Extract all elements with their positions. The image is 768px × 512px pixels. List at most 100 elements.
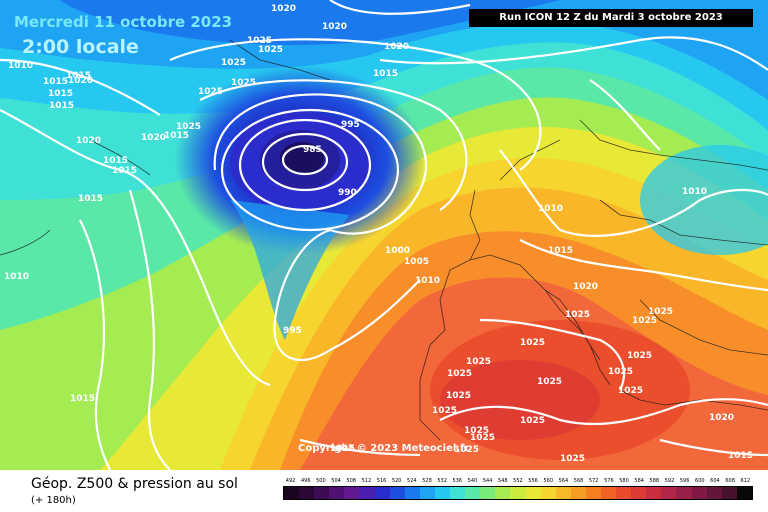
isobar-label: 995 [283, 326, 302, 336]
isobars [0, 0, 768, 470]
coastlines [0, 39, 768, 441]
legend-swatch [616, 487, 632, 499]
pressure-labels: 1020102010251025102510251020101510251010… [4, 4, 753, 464]
isobar-label: 1020 [76, 136, 101, 146]
legend-tick: 540 [467, 478, 478, 484]
weather-map: 1020 1020 1025 1025 1025 1025 1020 1015 1025 1010… [0, 0, 768, 470]
legend-tick: 512 [361, 478, 372, 484]
isobar-label: 1025 [432, 406, 457, 416]
legend-swatch [600, 487, 617, 499]
legend-tick: 532 [437, 478, 447, 484]
copyright-notice: Copyright © 2023 Meteociel.fr [298, 443, 470, 454]
isobar-label: 1025 [608, 367, 633, 377]
legend-ticks: 492 496 500 504 508 512 516 520 524 528 532 536 540 5… [283, 478, 753, 484]
legend-swatch [434, 487, 451, 499]
legend-tick: 580 [619, 478, 629, 484]
isobar-label: 1020 [271, 4, 296, 14]
isobar-label: 1025 [560, 454, 585, 464]
isobar-label: 1010 [538, 204, 563, 214]
isobar-label: 1025 [632, 316, 657, 326]
isobar-label: 1025 [447, 369, 472, 379]
legend-swatch [329, 487, 345, 499]
legend-tick: 496 [300, 478, 311, 484]
legend-bar [283, 486, 753, 500]
legend-swatch [374, 487, 390, 499]
legend-swatch [646, 487, 662, 499]
isobar-label: 1025 [520, 416, 545, 426]
isobar-label: 1020 [384, 42, 409, 52]
legend-swatch [540, 487, 556, 499]
isobar-label: 1025 [247, 36, 272, 46]
isobar-label: 1025 [464, 426, 489, 436]
legend-tick: 528 [422, 478, 432, 484]
legend-swatch [495, 487, 511, 499]
legend-tick: 592 [664, 478, 675, 484]
legend-tick: 508 [346, 478, 356, 484]
isobar-label: 1025 [221, 58, 246, 68]
isobar-label: 1020 [322, 22, 347, 32]
legend-swatch [344, 487, 360, 499]
isobar-label: 1015 [49, 101, 74, 111]
isobar-label: 1025 [520, 338, 545, 348]
isobar-label: 1025 [231, 78, 256, 88]
isobar-label: 1015 [66, 71, 91, 81]
legend-tick: 560 [543, 478, 553, 484]
legend-tick: 536 [452, 478, 463, 484]
isobar-label: 995 [341, 120, 360, 130]
legend-tick: 492 [285, 478, 296, 484]
isobar-label: 990 [338, 188, 357, 198]
legend-tick: 612 [740, 478, 751, 484]
isobar-label: 1010 [682, 187, 707, 197]
color-legend: 492 496 500 504 508 512 516 520 524 528 532 536 540 5… [283, 478, 753, 500]
legend-swatch [736, 487, 752, 499]
isobar-label: 1025 [454, 445, 479, 455]
legend-tick: 520 [391, 478, 402, 484]
isobar-label: 1025 [618, 386, 643, 396]
isobar-label: 1025 [446, 391, 471, 401]
legend-tick: 604 [710, 478, 720, 484]
isobar-label: 1025 [466, 357, 491, 367]
legend-swatch [570, 487, 586, 499]
legend-swatch [676, 487, 692, 499]
isobar-label: 1015 [112, 166, 137, 176]
isobar-label: 1015 [330, 444, 355, 454]
legend-tick: 600 [695, 478, 705, 484]
isobar-label: 1025 [537, 377, 562, 387]
isobar-label: 1010 [415, 276, 440, 286]
legend-swatch [691, 487, 707, 499]
legend-swatch [510, 487, 526, 499]
legend-swatch [419, 487, 435, 499]
legend-tick: 596 [679, 478, 690, 484]
map-title: Géop. Z500 & pression au sol [31, 476, 238, 492]
isobar-label: 1015 [78, 194, 103, 204]
legend-tick: 568 [573, 478, 584, 484]
legend-swatch [299, 487, 315, 499]
legend-tick: 608 [725, 478, 735, 484]
isobar-label: 985 [303, 145, 322, 155]
legend-swatch [404, 487, 420, 499]
isobar-label: 1025 [470, 433, 495, 443]
legend-swatch [706, 487, 722, 499]
isobar-label: 1010 [4, 272, 29, 282]
legend-swatch [450, 487, 466, 499]
isobar-label: 1015 [70, 394, 95, 404]
legend-tick: 576 [604, 478, 614, 484]
isobar-label: 1015 [103, 156, 128, 166]
legend-swatch [465, 487, 481, 499]
legend-swatch [389, 487, 405, 499]
legend-swatch [525, 487, 541, 499]
legend-swatch [585, 487, 601, 499]
isobar-label: 1025 [258, 45, 283, 55]
isobar-label: 1025 [176, 122, 201, 132]
isobar-label: 1015 [48, 89, 73, 99]
legend-swatch [631, 487, 647, 499]
legend-tick: 556 [528, 478, 538, 484]
footer: Géop. Z500 & pression au sol (+ 180h) 49… [0, 470, 768, 512]
isobar-label: 1015 [164, 131, 189, 141]
legend-tick: 504 [331, 478, 341, 484]
isobar-label: 1000 [385, 246, 410, 256]
legend-swatch [359, 487, 375, 499]
legend-swatch [284, 487, 300, 499]
legend-tick: 564 [558, 478, 569, 484]
legend-swatch [661, 487, 677, 499]
